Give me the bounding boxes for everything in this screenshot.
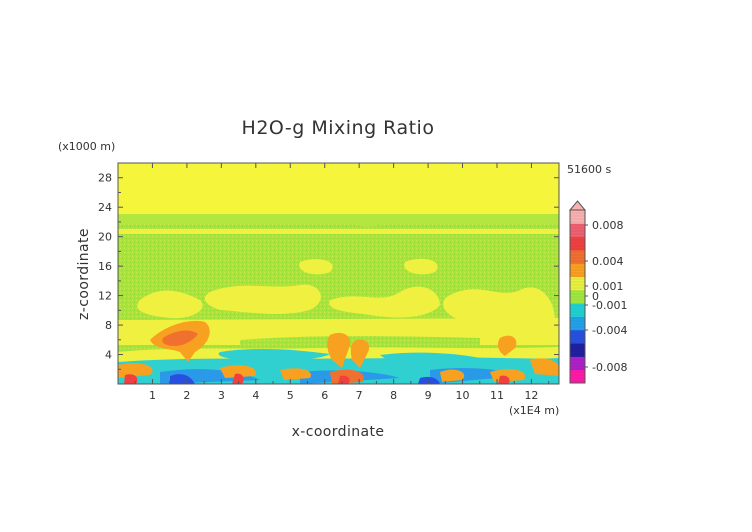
colorbar-swatch [570, 343, 585, 357]
colorbar-swatch [570, 263, 585, 278]
colorbar-swatch [570, 369, 585, 384]
colorbar-swatch [570, 303, 585, 317]
field-thin-band [118, 229, 559, 234]
x-tick-label: 3 [218, 389, 225, 402]
x-tick-label: 5 [287, 389, 294, 402]
colorbar-swatch [570, 210, 585, 224]
y-tick-label: 20 [98, 231, 112, 244]
y-tick-label: 4 [105, 349, 112, 362]
y-axis: 4 8 12 16 20 24 28 [98, 172, 559, 370]
x-axis: 1 2 3 4 5 6 7 8 9 10 11 12 [134, 163, 550, 402]
y-axis-label: z-coordinate [76, 228, 92, 320]
colorbar-swatch [570, 316, 585, 331]
colorbar-swatch [570, 236, 585, 251]
colorbar-label: 0.001 [592, 280, 624, 293]
x-tick-label: 10 [456, 389, 470, 402]
x-tick-label: 12 [524, 389, 538, 402]
y-tick-label: 24 [98, 201, 112, 214]
colorbar-swatch [570, 329, 585, 344]
colorbar-label: -0.001 [592, 299, 627, 312]
x-tick-label: 9 [425, 389, 432, 402]
x-tick-label: 4 [252, 389, 259, 402]
colorbar-swatch [570, 223, 585, 238]
x-tick-label: 8 [390, 389, 397, 402]
x-axis-unit: (x1E4 m) [509, 404, 559, 417]
x-tick-label: 1 [149, 389, 156, 402]
y-tick-label: 28 [98, 172, 112, 185]
chart-title: H2O-g Mixing Ratio [242, 117, 435, 139]
plot-frame [117, 162, 560, 385]
colorbar-swatch [570, 249, 585, 264]
colorbar-label: -0.008 [592, 361, 627, 374]
time-label: 51600 s [567, 163, 611, 176]
field-tropopause-band [118, 214, 559, 224]
y-axis-unit: (x1000 m) [58, 140, 115, 153]
x-tick-label: 6 [321, 389, 328, 402]
y-tick-label: 8 [105, 319, 112, 332]
colorbar-swatch [570, 276, 585, 291]
colorbar-extend-arrow [568, 200, 587, 211]
contour-field [118, 163, 559, 384]
field-upper-band [118, 163, 559, 214]
x-axis-label: x-coordinate [292, 424, 385, 440]
colorbar-swatch [570, 289, 585, 304]
x-tick-label: 11 [490, 389, 504, 402]
colorbar-label: 0.004 [592, 255, 624, 268]
x-tick-label: 7 [356, 389, 363, 402]
colorbar-label: 0.008 [592, 219, 624, 232]
y-tick-label: 12 [98, 290, 112, 303]
colorbar-label: 0 [592, 290, 599, 303]
x-tick-label: 2 [183, 389, 190, 402]
colorbar-swatch [570, 356, 585, 371]
y-tick-label: 16 [98, 260, 112, 273]
colorbar-label: -0.004 [592, 324, 627, 337]
